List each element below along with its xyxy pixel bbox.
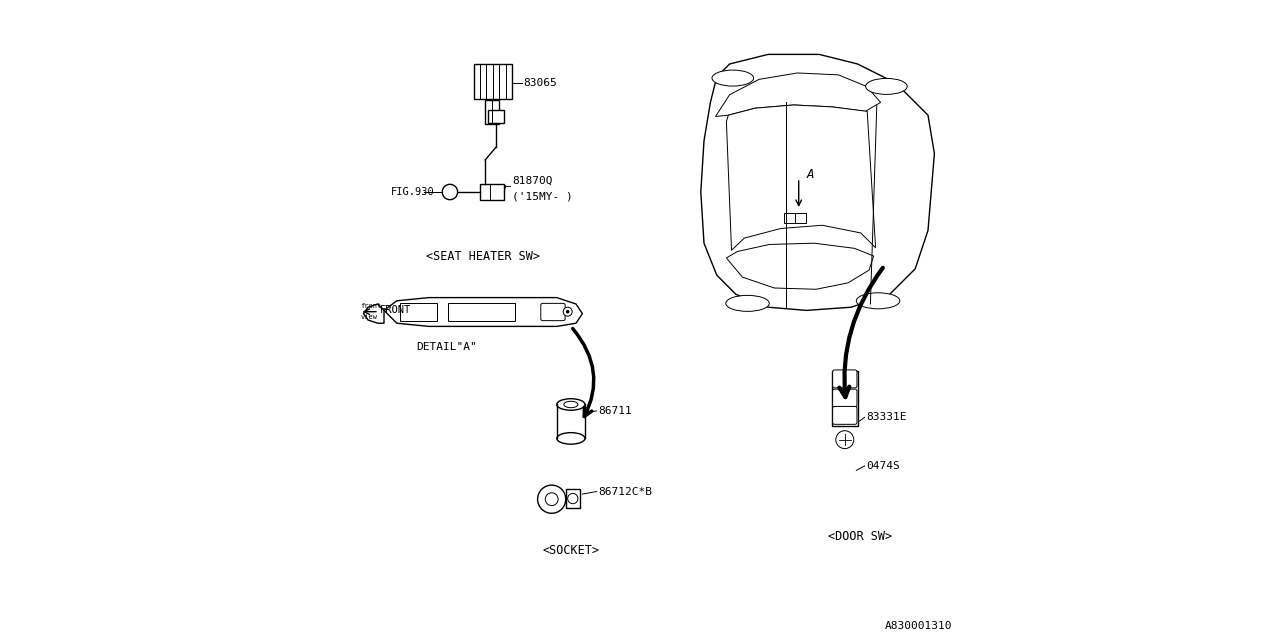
Ellipse shape	[564, 401, 579, 408]
Ellipse shape	[712, 70, 754, 86]
Ellipse shape	[557, 433, 585, 444]
FancyBboxPatch shape	[448, 303, 516, 321]
Text: ('15MY- ): ('15MY- )	[512, 191, 572, 202]
Circle shape	[538, 485, 566, 513]
Polygon shape	[701, 54, 934, 310]
Circle shape	[563, 307, 572, 316]
FancyBboxPatch shape	[474, 64, 512, 99]
Text: view: view	[361, 314, 378, 321]
FancyBboxPatch shape	[832, 371, 858, 426]
Circle shape	[443, 184, 458, 200]
Circle shape	[545, 493, 558, 506]
Text: 81870Q: 81870Q	[512, 175, 553, 186]
Text: A830001310: A830001310	[884, 621, 952, 631]
Polygon shape	[727, 105, 876, 250]
Text: 83331E: 83331E	[867, 412, 908, 422]
FancyBboxPatch shape	[485, 100, 499, 124]
FancyBboxPatch shape	[833, 389, 858, 407]
Polygon shape	[716, 73, 881, 116]
Text: front: front	[361, 303, 381, 309]
Text: 86711: 86711	[599, 406, 632, 416]
Polygon shape	[364, 304, 384, 323]
FancyBboxPatch shape	[833, 370, 858, 388]
Text: <SEAT HEATER SW>: <SEAT HEATER SW>	[425, 250, 540, 262]
Text: 86712C*B: 86712C*B	[599, 486, 653, 497]
FancyBboxPatch shape	[399, 303, 438, 321]
Circle shape	[567, 310, 570, 313]
FancyBboxPatch shape	[833, 406, 858, 424]
Circle shape	[836, 431, 854, 449]
Text: <SOCKET>: <SOCKET>	[543, 544, 600, 557]
Ellipse shape	[865, 79, 908, 95]
Text: FIG.930: FIG.930	[390, 187, 434, 197]
Text: FRONT: FRONT	[379, 305, 411, 316]
FancyBboxPatch shape	[480, 184, 504, 200]
Polygon shape	[384, 298, 582, 326]
Text: A: A	[806, 168, 814, 180]
Text: 0474S: 0474S	[867, 461, 900, 471]
Text: DETAIL"A": DETAIL"A"	[416, 342, 476, 352]
Text: <DOOR SW>: <DOOR SW>	[828, 530, 892, 543]
Polygon shape	[727, 243, 874, 289]
Text: 83065: 83065	[524, 78, 557, 88]
Ellipse shape	[856, 293, 900, 309]
FancyBboxPatch shape	[566, 489, 580, 508]
FancyBboxPatch shape	[488, 110, 504, 123]
FancyBboxPatch shape	[540, 303, 566, 321]
Ellipse shape	[726, 296, 769, 312]
FancyBboxPatch shape	[783, 213, 806, 223]
Ellipse shape	[557, 399, 585, 410]
Circle shape	[568, 493, 579, 504]
